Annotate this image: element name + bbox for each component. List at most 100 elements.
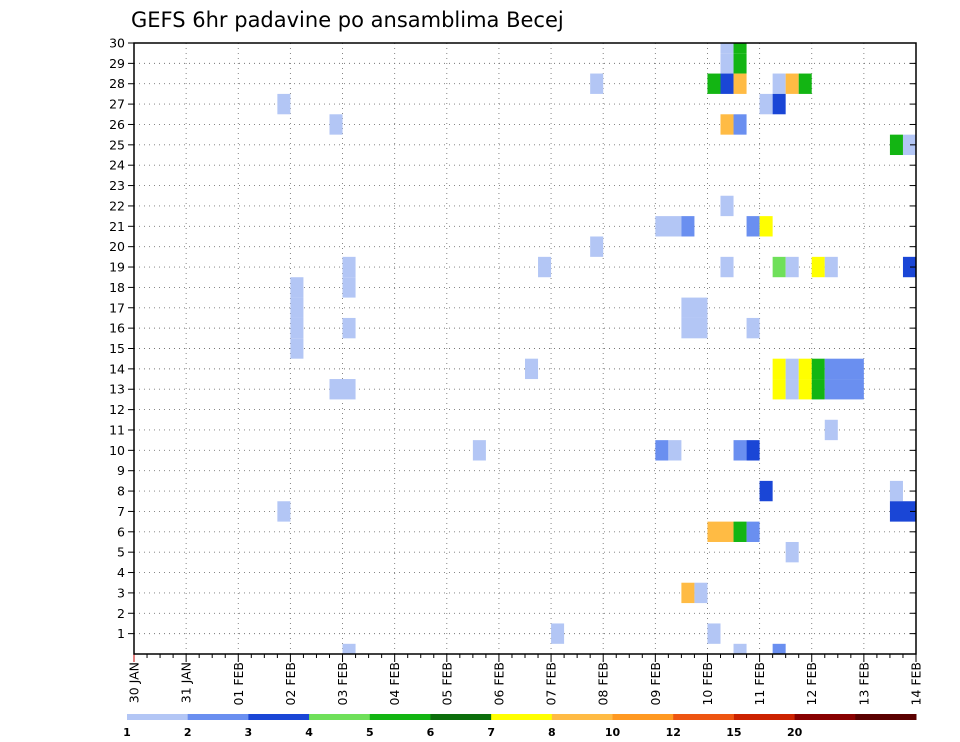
x-tick-label: 11 FEB — [752, 662, 767, 706]
colorbar-swatch — [187, 714, 249, 720]
precip-cell — [889, 480, 903, 502]
precip-cell — [720, 53, 734, 74]
y-tick-label: 18 — [109, 280, 125, 295]
precip-cells — [277, 43, 916, 654]
precip-cell — [681, 216, 695, 237]
precip-cell — [733, 73, 747, 94]
precip-cell — [785, 541, 799, 563]
precip-cell — [342, 643, 356, 654]
x-tick-label: 08 FEB — [596, 662, 611, 706]
colorbar-swatch — [369, 714, 431, 720]
y-tick-label: 24 — [109, 158, 125, 173]
colorbar-label: 10 — [605, 726, 621, 739]
y-tick-label: 11 — [109, 422, 125, 437]
precip-cell — [902, 256, 916, 278]
colorbar-label: 15 — [726, 726, 741, 739]
precip-cell — [342, 277, 356, 298]
y-tick-label: 13 — [109, 382, 125, 397]
colorbar-label: 7 — [487, 726, 495, 739]
precip-cell — [759, 480, 773, 502]
y-tick-label: 26 — [109, 117, 125, 132]
precip-cell — [889, 501, 916, 522]
precip-cell — [720, 256, 734, 278]
precip-cell — [707, 521, 734, 542]
x-tick-label: 09 FEB — [648, 662, 663, 706]
colorbar-swatch — [430, 714, 492, 720]
colorbar-label: 1 — [123, 726, 131, 739]
y-tick-label: 2 — [117, 606, 125, 621]
colorbar-label: 8 — [548, 726, 556, 739]
precip-cell — [694, 582, 708, 604]
y-tick-label: 25 — [109, 137, 125, 152]
precip-cell — [681, 297, 708, 318]
precip-cell — [772, 93, 786, 115]
precip-cell — [551, 623, 565, 644]
x-tick-label: 31 JAN — [179, 662, 194, 703]
x-tick-label: 12 FEB — [804, 662, 819, 706]
precip-cell — [525, 358, 539, 380]
y-tick-label: 21 — [109, 219, 125, 234]
precip-cell — [746, 216, 760, 237]
precip-cell — [824, 419, 838, 441]
precip-cell — [798, 379, 812, 400]
y-tick-label: 30 — [109, 36, 125, 51]
precip-cell — [811, 256, 825, 278]
precip-cell — [277, 501, 291, 522]
precip-cell — [785, 73, 799, 94]
precip-cell — [824, 358, 864, 380]
y-tick-label: 8 — [117, 484, 125, 499]
precip-cell — [811, 358, 825, 380]
colorbar: 1 2 3 4 5 6 7 8 10 12 15 20 — [123, 714, 917, 739]
y-tick-label: 5 — [117, 545, 125, 560]
colorbar-swatch — [855, 714, 917, 720]
precip-cell — [772, 256, 786, 278]
precip-cell — [590, 236, 604, 257]
colorbar-label: 5 — [366, 726, 374, 739]
precip-cell — [720, 114, 734, 135]
x-tick-label: 13 FEB — [856, 662, 871, 706]
colorbar-label: 6 — [427, 726, 435, 739]
precip-cell — [733, 440, 747, 461]
precip-cell — [290, 297, 304, 318]
colorbar-label: 2 — [184, 726, 192, 739]
y-tick-label: 28 — [109, 76, 125, 91]
precip-cell — [772, 358, 786, 380]
colorbar-swatch — [491, 714, 553, 720]
precip-cell — [290, 338, 304, 359]
y-tick-label: 17 — [109, 300, 125, 315]
y-tick-label: 22 — [109, 198, 125, 213]
precip-cell — [329, 379, 356, 400]
precip-cell — [824, 379, 864, 400]
precip-cell — [277, 93, 291, 115]
precip-cell — [733, 643, 747, 654]
y-tick-label: 16 — [109, 321, 125, 336]
y-tick-label: 12 — [109, 402, 125, 417]
precip-cell — [472, 440, 486, 461]
colorbar-swatch — [673, 714, 735, 720]
precip-cell — [681, 317, 708, 339]
precip-cell — [733, 521, 747, 542]
precip-cell — [329, 114, 343, 135]
x-tick-label: 03 FEB — [335, 662, 350, 706]
precip-cell — [811, 379, 825, 400]
precip-cell — [720, 43, 734, 54]
x-tick-label: 10 FEB — [700, 662, 715, 706]
colorbar-swatch — [309, 714, 371, 720]
precip-cell — [655, 440, 669, 461]
grid-lines — [134, 43, 916, 654]
x-axis-ticks: 30 JAN 31 JAN 01 FEB 02 FEB 03 FEB 04 FEB 05 F… — [127, 654, 924, 706]
y-tick-label: 6 — [117, 524, 125, 539]
x-tick-label: 05 FEB — [439, 662, 454, 706]
y-tick-label: 7 — [117, 504, 125, 519]
precip-cell — [668, 440, 682, 461]
y-tick-label: 23 — [109, 178, 125, 193]
x-tick-label: 06 FEB — [491, 662, 506, 706]
x-tick-label: 01 FEB — [231, 662, 246, 706]
y-axis-ticks: 1234567891011121314151617181920212223242… — [109, 36, 916, 641]
precip-cell — [785, 256, 799, 278]
precip-cell — [590, 73, 604, 94]
colorbar-swatch — [733, 714, 796, 720]
precip-cell — [785, 379, 799, 400]
precip-cell — [889, 134, 903, 156]
